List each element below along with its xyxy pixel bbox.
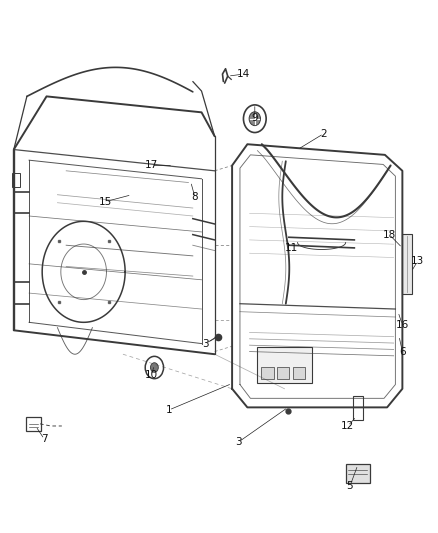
FancyBboxPatch shape [293,367,305,378]
FancyBboxPatch shape [261,367,274,378]
Text: 6: 6 [399,346,406,357]
Text: 16: 16 [396,320,409,330]
Text: 5: 5 [346,481,353,491]
Text: 10: 10 [145,370,158,381]
Text: 12: 12 [341,421,354,431]
FancyBboxPatch shape [402,234,413,294]
Circle shape [145,357,163,378]
Text: 14: 14 [237,69,250,79]
Text: 1: 1 [166,405,172,415]
FancyBboxPatch shape [12,173,20,187]
FancyBboxPatch shape [346,464,370,483]
Text: 15: 15 [99,197,112,207]
Text: 3: 3 [235,437,242,447]
Circle shape [150,363,158,372]
FancyBboxPatch shape [258,347,311,383]
Text: 2: 2 [321,128,327,139]
Text: 11: 11 [284,243,298,253]
Circle shape [249,112,261,126]
Text: 13: 13 [411,256,424,266]
Text: 9: 9 [251,112,258,123]
FancyBboxPatch shape [277,367,289,378]
Circle shape [244,105,266,133]
Text: 7: 7 [41,434,48,445]
Text: 17: 17 [145,160,158,171]
FancyBboxPatch shape [26,417,41,431]
Text: 18: 18 [383,230,396,240]
FancyBboxPatch shape [353,395,363,420]
Text: 8: 8 [192,192,198,203]
Text: 3: 3 [203,338,209,349]
